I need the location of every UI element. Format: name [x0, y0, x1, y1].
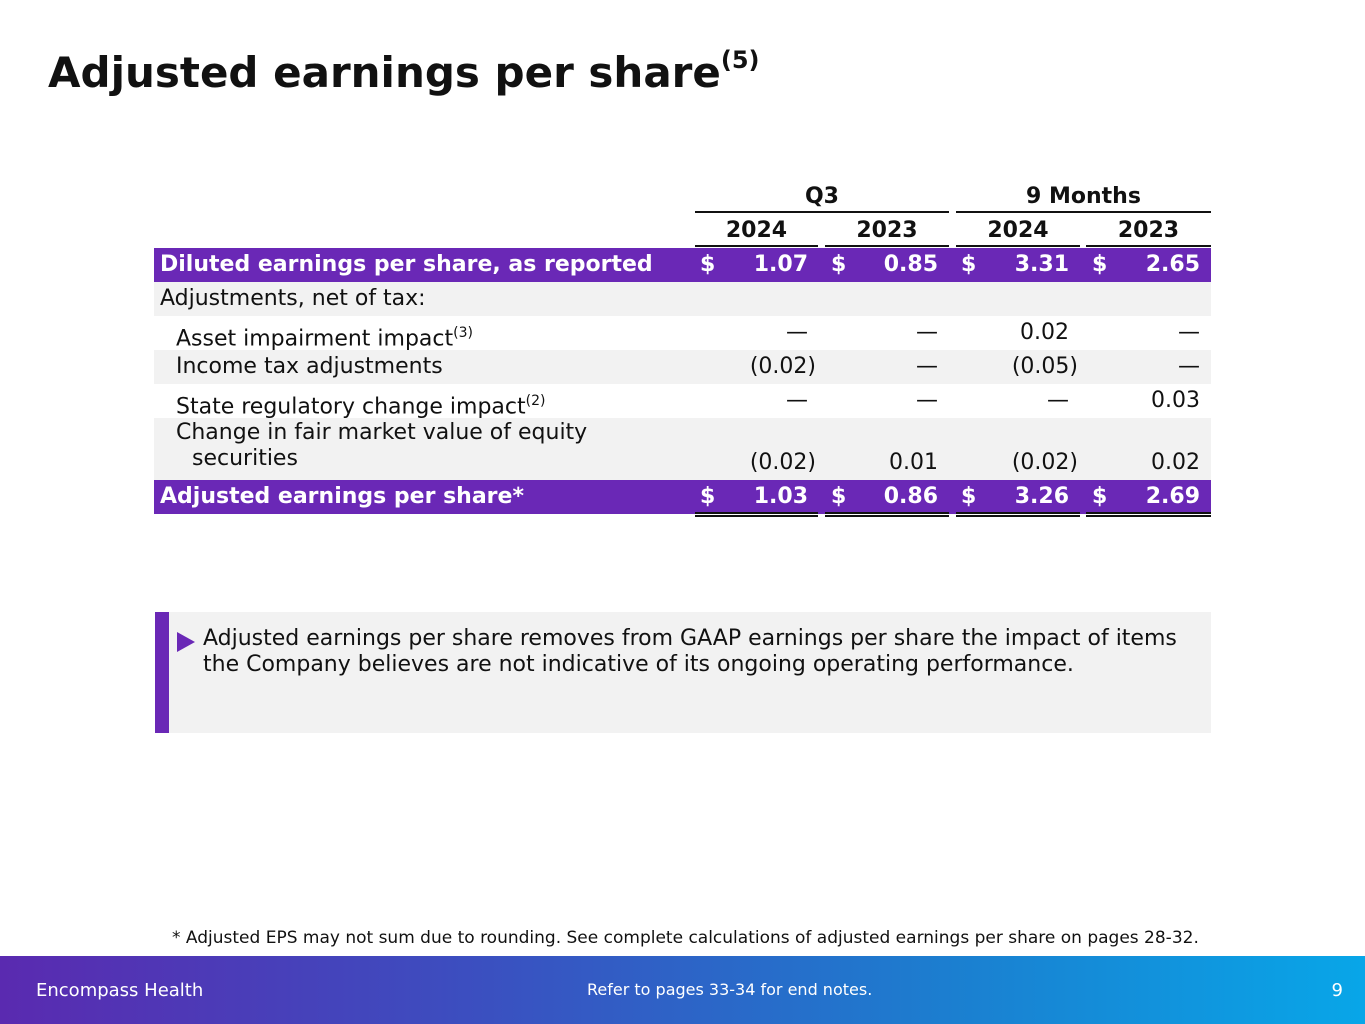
table-row-diluted-eps: Diluted earnings per share, as reported …: [154, 248, 1211, 282]
endnotes-reference: Refer to pages 33-34 for end notes.: [587, 980, 873, 999]
header-9-months: 9 Months: [956, 180, 1211, 213]
row-label: Diluted earnings per share, as reported: [160, 252, 653, 277]
table-row-asset-impairment: Asset impairment impact(3) — — 0.02 —: [154, 316, 1211, 351]
callout-box: Adjusted earnings per share removes from…: [155, 612, 1211, 733]
value-9m-2023: 0.02: [1151, 450, 1200, 475]
value-q3-2023: —: [916, 354, 938, 379]
row-endnote: (2): [525, 393, 546, 409]
currency-symbol: $: [1092, 484, 1108, 509]
currency-symbol: $: [700, 252, 716, 277]
total-double-underline: [695, 512, 818, 517]
row-label: Change in fair market value of equity sec…: [176, 420, 588, 471]
row-label: Asset impairment impact(3): [176, 325, 473, 352]
total-double-underline: [956, 512, 1080, 517]
value-9m-2023: 2.69: [1145, 484, 1200, 509]
row-label: Adjustments, net of tax:: [160, 286, 426, 311]
currency-symbol: $: [700, 484, 716, 509]
row-label: Income tax adjustments: [176, 354, 443, 379]
value-9m-2023: —: [1178, 320, 1200, 345]
company-name: Encompass Health: [36, 980, 204, 1001]
callout-text: Adjusted earnings per share removes from…: [203, 626, 1177, 677]
currency-symbol: $: [1092, 252, 1108, 277]
currency-symbol: $: [831, 484, 847, 509]
value-q3-2023: 0.86: [883, 484, 938, 509]
header-q3-2023: 2023: [825, 214, 949, 247]
value-q3-2023: —: [916, 388, 938, 413]
header-9m-2023: 2023: [1086, 214, 1211, 247]
value-q3-2023: 0.01: [889, 450, 938, 475]
value-q3-2023: —: [916, 320, 938, 345]
currency-symbol: $: [961, 252, 977, 277]
value-9m-2024: 3.31: [1014, 252, 1069, 277]
value-q3-2024: —: [786, 320, 808, 345]
value-9m-2024: 3.26: [1014, 484, 1069, 509]
page-title: Adjusted earnings per share(5): [48, 46, 760, 97]
header-9m-2024: 2024: [956, 214, 1080, 247]
page-number: 9: [1331, 980, 1343, 1001]
header-q3-2024: 2024: [695, 214, 818, 247]
title-endnote: (5): [720, 46, 760, 74]
value-q3-2024: 1.03: [753, 484, 808, 509]
table-row-adjusted-eps: Adjusted earnings per share* $ 1.03 $ 0.…: [154, 480, 1211, 514]
value-9m-2023: 2.65: [1145, 252, 1200, 277]
row-label: Adjusted earnings per share*: [160, 484, 524, 509]
table-row-adjustments-header: Adjustments, net of tax:: [154, 282, 1211, 316]
footnote: * Adjusted EPS may not sum due to roundi…: [172, 928, 1199, 948]
value-q3-2024: (0.02): [749, 354, 816, 379]
value-q3-2024: 1.07: [753, 252, 808, 277]
footer-bar: Encompass Health Refer to pages 33-34 fo…: [0, 956, 1365, 1024]
value-q3-2023: 0.85: [883, 252, 938, 277]
table-row-state-regulatory: State regulatory change impact(2) — — — …: [154, 384, 1211, 419]
value-q3-2024: (0.02): [749, 450, 816, 475]
row-label: State regulatory change impact(2): [176, 393, 546, 420]
row-endnote: (3): [453, 325, 473, 341]
value-9m-2023: 0.03: [1151, 388, 1200, 413]
value-9m-2024: 0.02: [1020, 320, 1069, 345]
value-9m-2024: —: [1047, 388, 1069, 413]
value-9m-2024: (0.05): [1011, 354, 1078, 379]
table-row-fair-market-value: Change in fair market value of equity sec…: [154, 418, 1211, 480]
total-double-underline: [1086, 512, 1211, 517]
table-row-income-tax: Income tax adjustments (0.02) — (0.05) —: [154, 350, 1211, 384]
currency-symbol: $: [961, 484, 977, 509]
value-9m-2023: —: [1178, 354, 1200, 379]
header-q3: Q3: [695, 180, 949, 213]
value-q3-2024: —: [786, 388, 808, 413]
total-double-underline: [825, 512, 949, 517]
value-9m-2024: (0.02): [1011, 450, 1078, 475]
triangle-bullet-icon: [177, 632, 195, 652]
currency-symbol: $: [831, 252, 847, 277]
